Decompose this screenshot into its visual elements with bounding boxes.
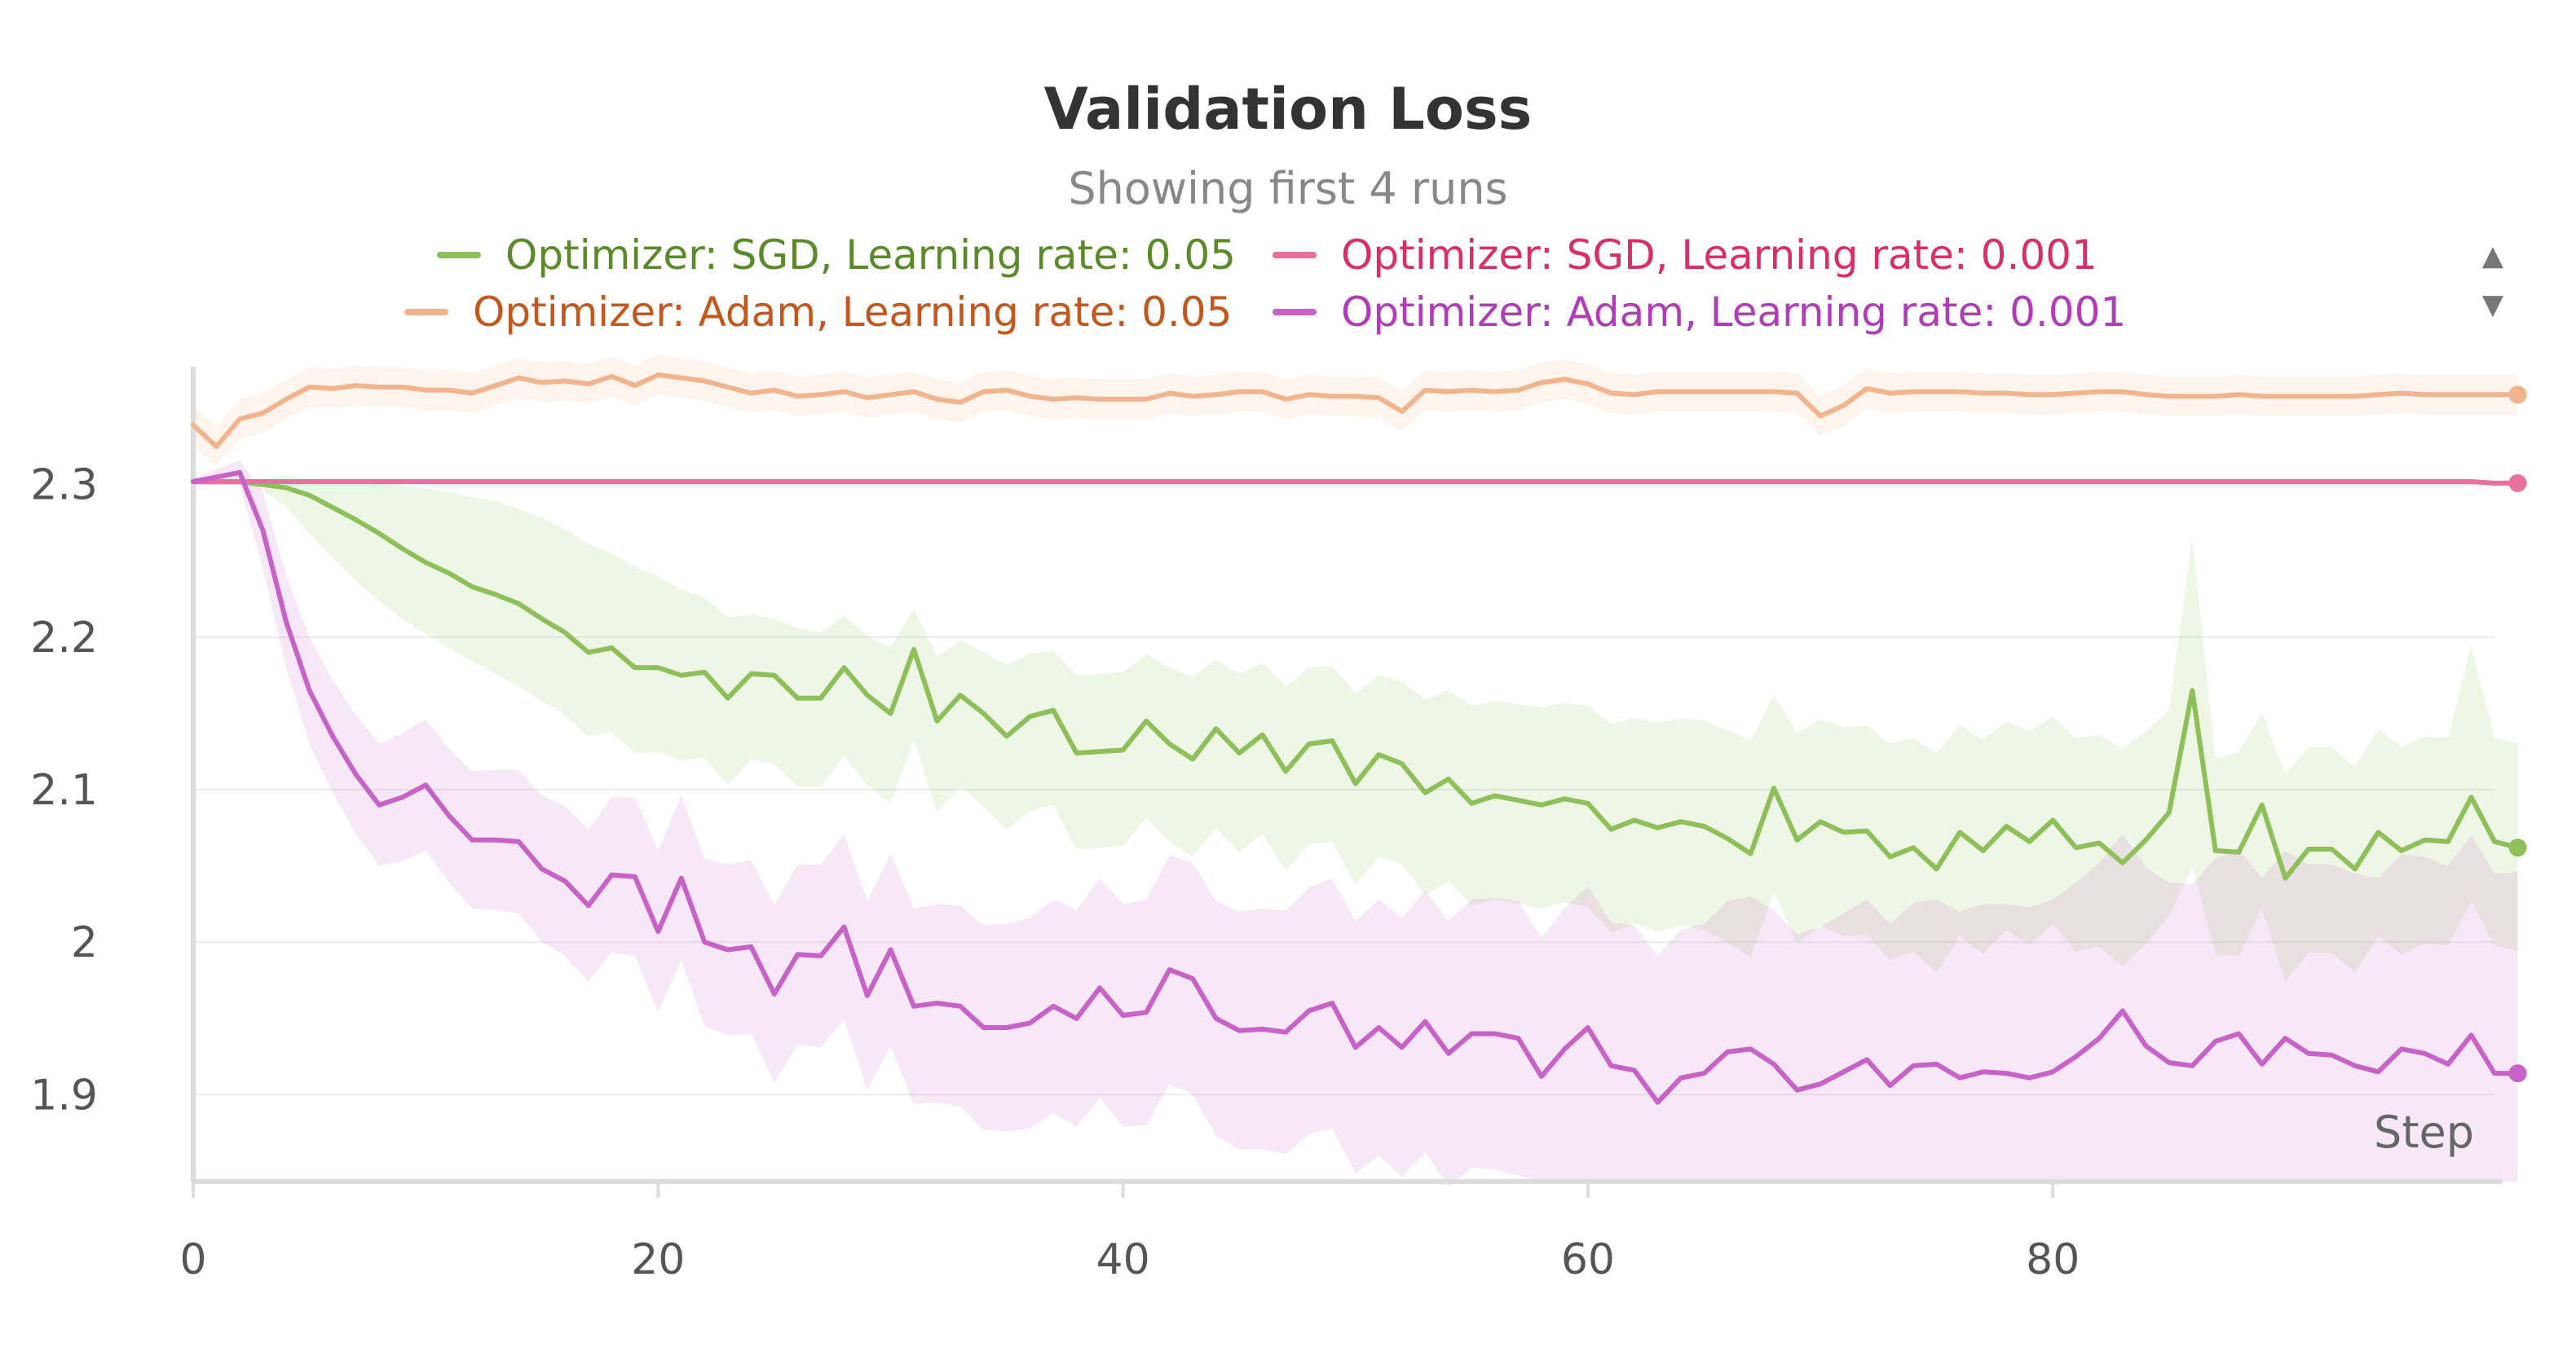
chart-subtitle: Showing first 4 runs — [1068, 163, 1507, 214]
series-band — [193, 354, 2518, 467]
x-tick-label: 40 — [1096, 1235, 1150, 1284]
series-end-marker — [2508, 385, 2527, 404]
x-tick-label: 0 — [179, 1235, 206, 1284]
legend-scroll-up-icon[interactable]: ▲ — [2482, 240, 2504, 272]
y-tick-label: 1.9 — [30, 1071, 98, 1120]
y-tick-label: 2.1 — [30, 766, 98, 815]
series-band — [193, 475, 2518, 982]
x-tick-label: 60 — [1561, 1235, 1615, 1284]
series-line[interactable] — [191, 469, 2521, 1105]
series-end-marker — [2508, 839, 2527, 857]
series-end-marker — [2508, 1064, 2527, 1083]
x-axis-label: Step — [2374, 1107, 2474, 1158]
x-tick-label: 80 — [2026, 1235, 2080, 1284]
legend-label[interactable]: Optimizer: Adam, Learning rate: 0.05 — [473, 288, 1232, 336]
series-band — [193, 460, 2518, 1186]
y-tick-label: 2.3 — [30, 461, 98, 510]
series-line[interactable] — [191, 372, 2521, 449]
chart-title: Validation Loss — [1044, 76, 1533, 143]
x-tick-label: 20 — [631, 1235, 685, 1284]
legend-scroll-down-icon[interactable]: ▼ — [2482, 288, 2504, 321]
legend-label[interactable]: Optimizer: Adam, Learning rate: 0.001 — [1341, 288, 2126, 336]
y-tick-label: 2.2 — [30, 614, 98, 663]
y-tick-label: 2 — [71, 918, 98, 967]
series-end-marker — [2508, 473, 2527, 492]
legend-label[interactable]: Optimizer: SGD, Learning rate: 0.05 — [505, 231, 1236, 279]
legend-label[interactable]: Optimizer: SGD, Learning rate: 0.001 — [1341, 231, 2097, 279]
series-line[interactable] — [191, 479, 2521, 881]
series-line[interactable] — [191, 479, 2521, 486]
